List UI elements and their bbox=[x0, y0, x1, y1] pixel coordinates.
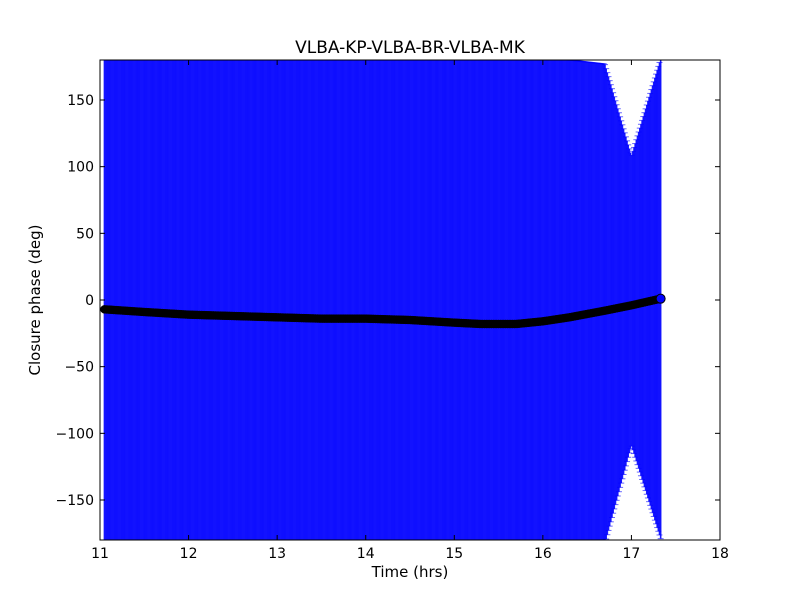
x-tick-label: 14 bbox=[357, 546, 375, 562]
data-point-end bbox=[655, 293, 666, 304]
x-axis-label: Time (hrs) bbox=[371, 563, 449, 581]
chart-title: VLBA-KP-VLBA-BR-VLBA-MK bbox=[295, 38, 526, 58]
y-tick-label: 150 bbox=[67, 93, 94, 109]
tick-layer: 11 12 13 14 15 16 17 18 −150 −100 −50 0 50 100 150 bbox=[56, 60, 729, 562]
y-tick-label: −100 bbox=[56, 426, 94, 442]
y-tick-label: −150 bbox=[56, 493, 94, 509]
x-tick-label: 13 bbox=[268, 546, 286, 562]
x-tick-label: 15 bbox=[445, 546, 463, 562]
x-tick-label: 16 bbox=[534, 546, 552, 562]
y-axis-label: Closure phase (deg) bbox=[26, 225, 44, 376]
data-layer bbox=[100, 60, 666, 540]
x-tick-label: 18 bbox=[711, 546, 729, 562]
y-tick-label: 0 bbox=[85, 293, 94, 309]
y-tick-label: 50 bbox=[76, 226, 94, 242]
x-tick-label: 17 bbox=[623, 546, 641, 562]
x-tick-label: 11 bbox=[91, 546, 109, 562]
y-tick-label: −50 bbox=[64, 360, 94, 376]
y-tick-label: 100 bbox=[67, 160, 94, 176]
x-tick-label: 12 bbox=[180, 546, 198, 562]
